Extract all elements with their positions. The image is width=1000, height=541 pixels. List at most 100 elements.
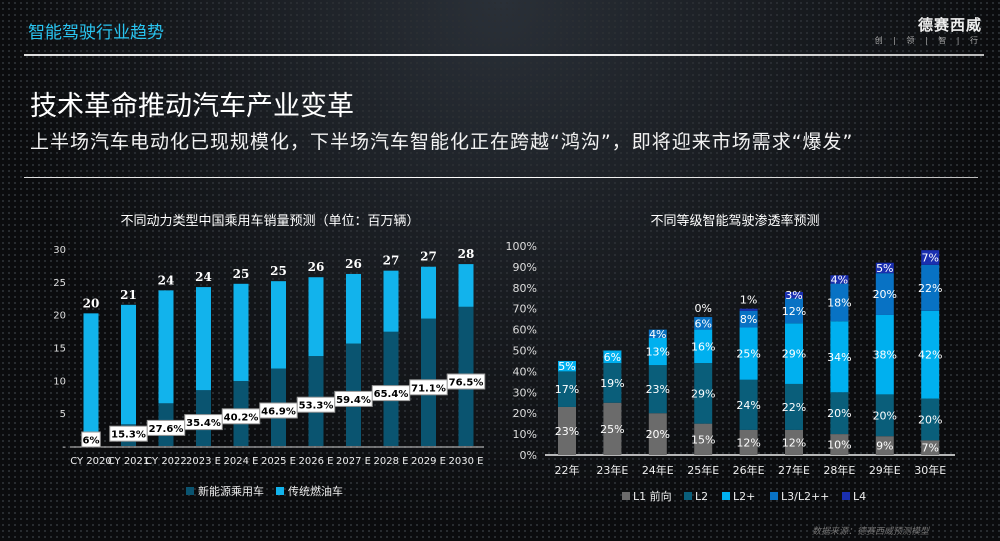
bar-l1 (739, 429, 758, 455)
value-label: 24% (736, 399, 760, 412)
y-tick-label: 15 (53, 344, 66, 355)
legend-swatch (770, 492, 778, 500)
bar-l2plus (739, 327, 758, 380)
value-label: 4% (831, 273, 848, 286)
value-label: 3% (785, 289, 802, 302)
y-tick-label: 30 (53, 245, 66, 256)
y-tick-label: 10 (53, 376, 66, 387)
total-label: 21 (120, 288, 137, 302)
value-label: 29% (782, 348, 806, 361)
value-label: 0% (694, 302, 711, 315)
bar-l1 (694, 423, 713, 455)
bar-l4 (921, 250, 940, 265)
bar-ice (458, 264, 474, 307)
share-label: 59.4% (336, 395, 371, 406)
value-label: 12% (782, 305, 806, 318)
y-tick-label: 10% (513, 428, 537, 441)
x-tick-label: CY 2021 (108, 456, 150, 467)
y-tick-label: 5 (60, 409, 66, 420)
value-label: 7% (921, 251, 938, 264)
legend-label: L2 (695, 490, 708, 503)
share-label: 15.3% (111, 430, 146, 441)
y-tick-label: 60% (513, 324, 537, 337)
bar-l2 (648, 365, 667, 414)
bar-ice (271, 281, 286, 369)
x-tick-label: 30年E (914, 463, 946, 477)
x-tick-label: 25年E (687, 463, 719, 477)
bar-l1 (830, 434, 849, 455)
bar-l2 (558, 371, 576, 407)
y-tick-label: 80% (513, 282, 537, 295)
value-label: 20% (827, 407, 851, 420)
value-label: 34% (827, 351, 851, 364)
share-label: 6% (83, 436, 100, 447)
value-label: 38% (873, 349, 897, 362)
total-label: 25 (270, 264, 287, 278)
bar-l4 (739, 308, 758, 311)
divider (24, 54, 984, 56)
share-label: 76.5% (449, 378, 484, 389)
bar-l3 (694, 317, 713, 330)
value-label: 7% (921, 442, 938, 455)
x-tick-label: 2027 E (336, 456, 371, 467)
bar-ice (83, 313, 99, 439)
y-tick-label: 30% (513, 386, 537, 399)
total-label: 24 (195, 270, 212, 284)
value-label: 23% (555, 425, 579, 438)
x-tick-label: 29年E (869, 463, 901, 477)
value-label: 20% (646, 428, 670, 441)
y-tick-label: 20 (53, 311, 66, 322)
source-note: 数据来源：德赛西威预测模型 (812, 527, 930, 537)
x-tick-label: 26年E (733, 463, 765, 477)
bar-l1 (875, 436, 894, 455)
y-tick-label: 25 (53, 278, 66, 289)
value-label: 6% (694, 317, 711, 330)
section-title: 智能驾驶行业趋势 (28, 23, 164, 43)
bar-l2 (830, 392, 849, 435)
bar-ice (346, 273, 361, 344)
y-tick-label: 100% (506, 240, 537, 253)
bar-ice (383, 270, 399, 332)
value-label: 5% (558, 360, 575, 373)
y-tick-label: - (62, 442, 66, 453)
bar-l3 (830, 283, 849, 322)
x-tick-label: 2026 E (299, 456, 334, 467)
y-tick-label: 40% (513, 365, 537, 378)
share-label-box (446, 373, 486, 390)
bar-l1 (558, 406, 576, 455)
chart-title: 不同动力类型中国乘用车销量预测（单位：百万辆） (120, 213, 419, 229)
value-label: 20% (873, 409, 897, 422)
share-label: 65.4% (374, 389, 409, 400)
bar-l2plus (921, 310, 940, 399)
legend-swatch (186, 487, 194, 495)
bar-l3 (875, 273, 894, 315)
logo: 德赛西威 创 | 领 | 智 | 行 (875, 14, 982, 46)
legend-label: L4 (853, 490, 866, 503)
value-label: 20% (918, 413, 942, 426)
bar-l2plus (830, 321, 849, 393)
bar-l2plus (648, 337, 667, 366)
value-label: 13% (646, 346, 670, 359)
bar-l2plus (558, 360, 576, 372)
legend-swatch (842, 492, 850, 500)
bar-l4 (785, 291, 803, 299)
value-label: 22% (782, 401, 806, 414)
value-label: 22% (918, 282, 942, 295)
bar-ice (308, 277, 324, 357)
x-tick-label: 2025 E (261, 456, 296, 467)
total-label: 28 (458, 247, 475, 261)
value-label: 1% (740, 294, 757, 307)
x-tick-label: CY 2022 (145, 456, 187, 467)
share-label: 27.6% (149, 424, 184, 435)
bar-l1 (921, 440, 940, 455)
y-tick-label: 0% (520, 449, 537, 462)
value-label: 10% (827, 439, 851, 452)
x-tick-label: 23年E (596, 463, 628, 477)
bar-l2 (694, 363, 713, 424)
share-label: 40.2% (224, 412, 259, 423)
value-label: 23% (646, 383, 670, 396)
y-tick-label: 70% (513, 303, 537, 316)
y-tick-label: 20% (513, 407, 537, 420)
legend-swatch (722, 492, 730, 500)
